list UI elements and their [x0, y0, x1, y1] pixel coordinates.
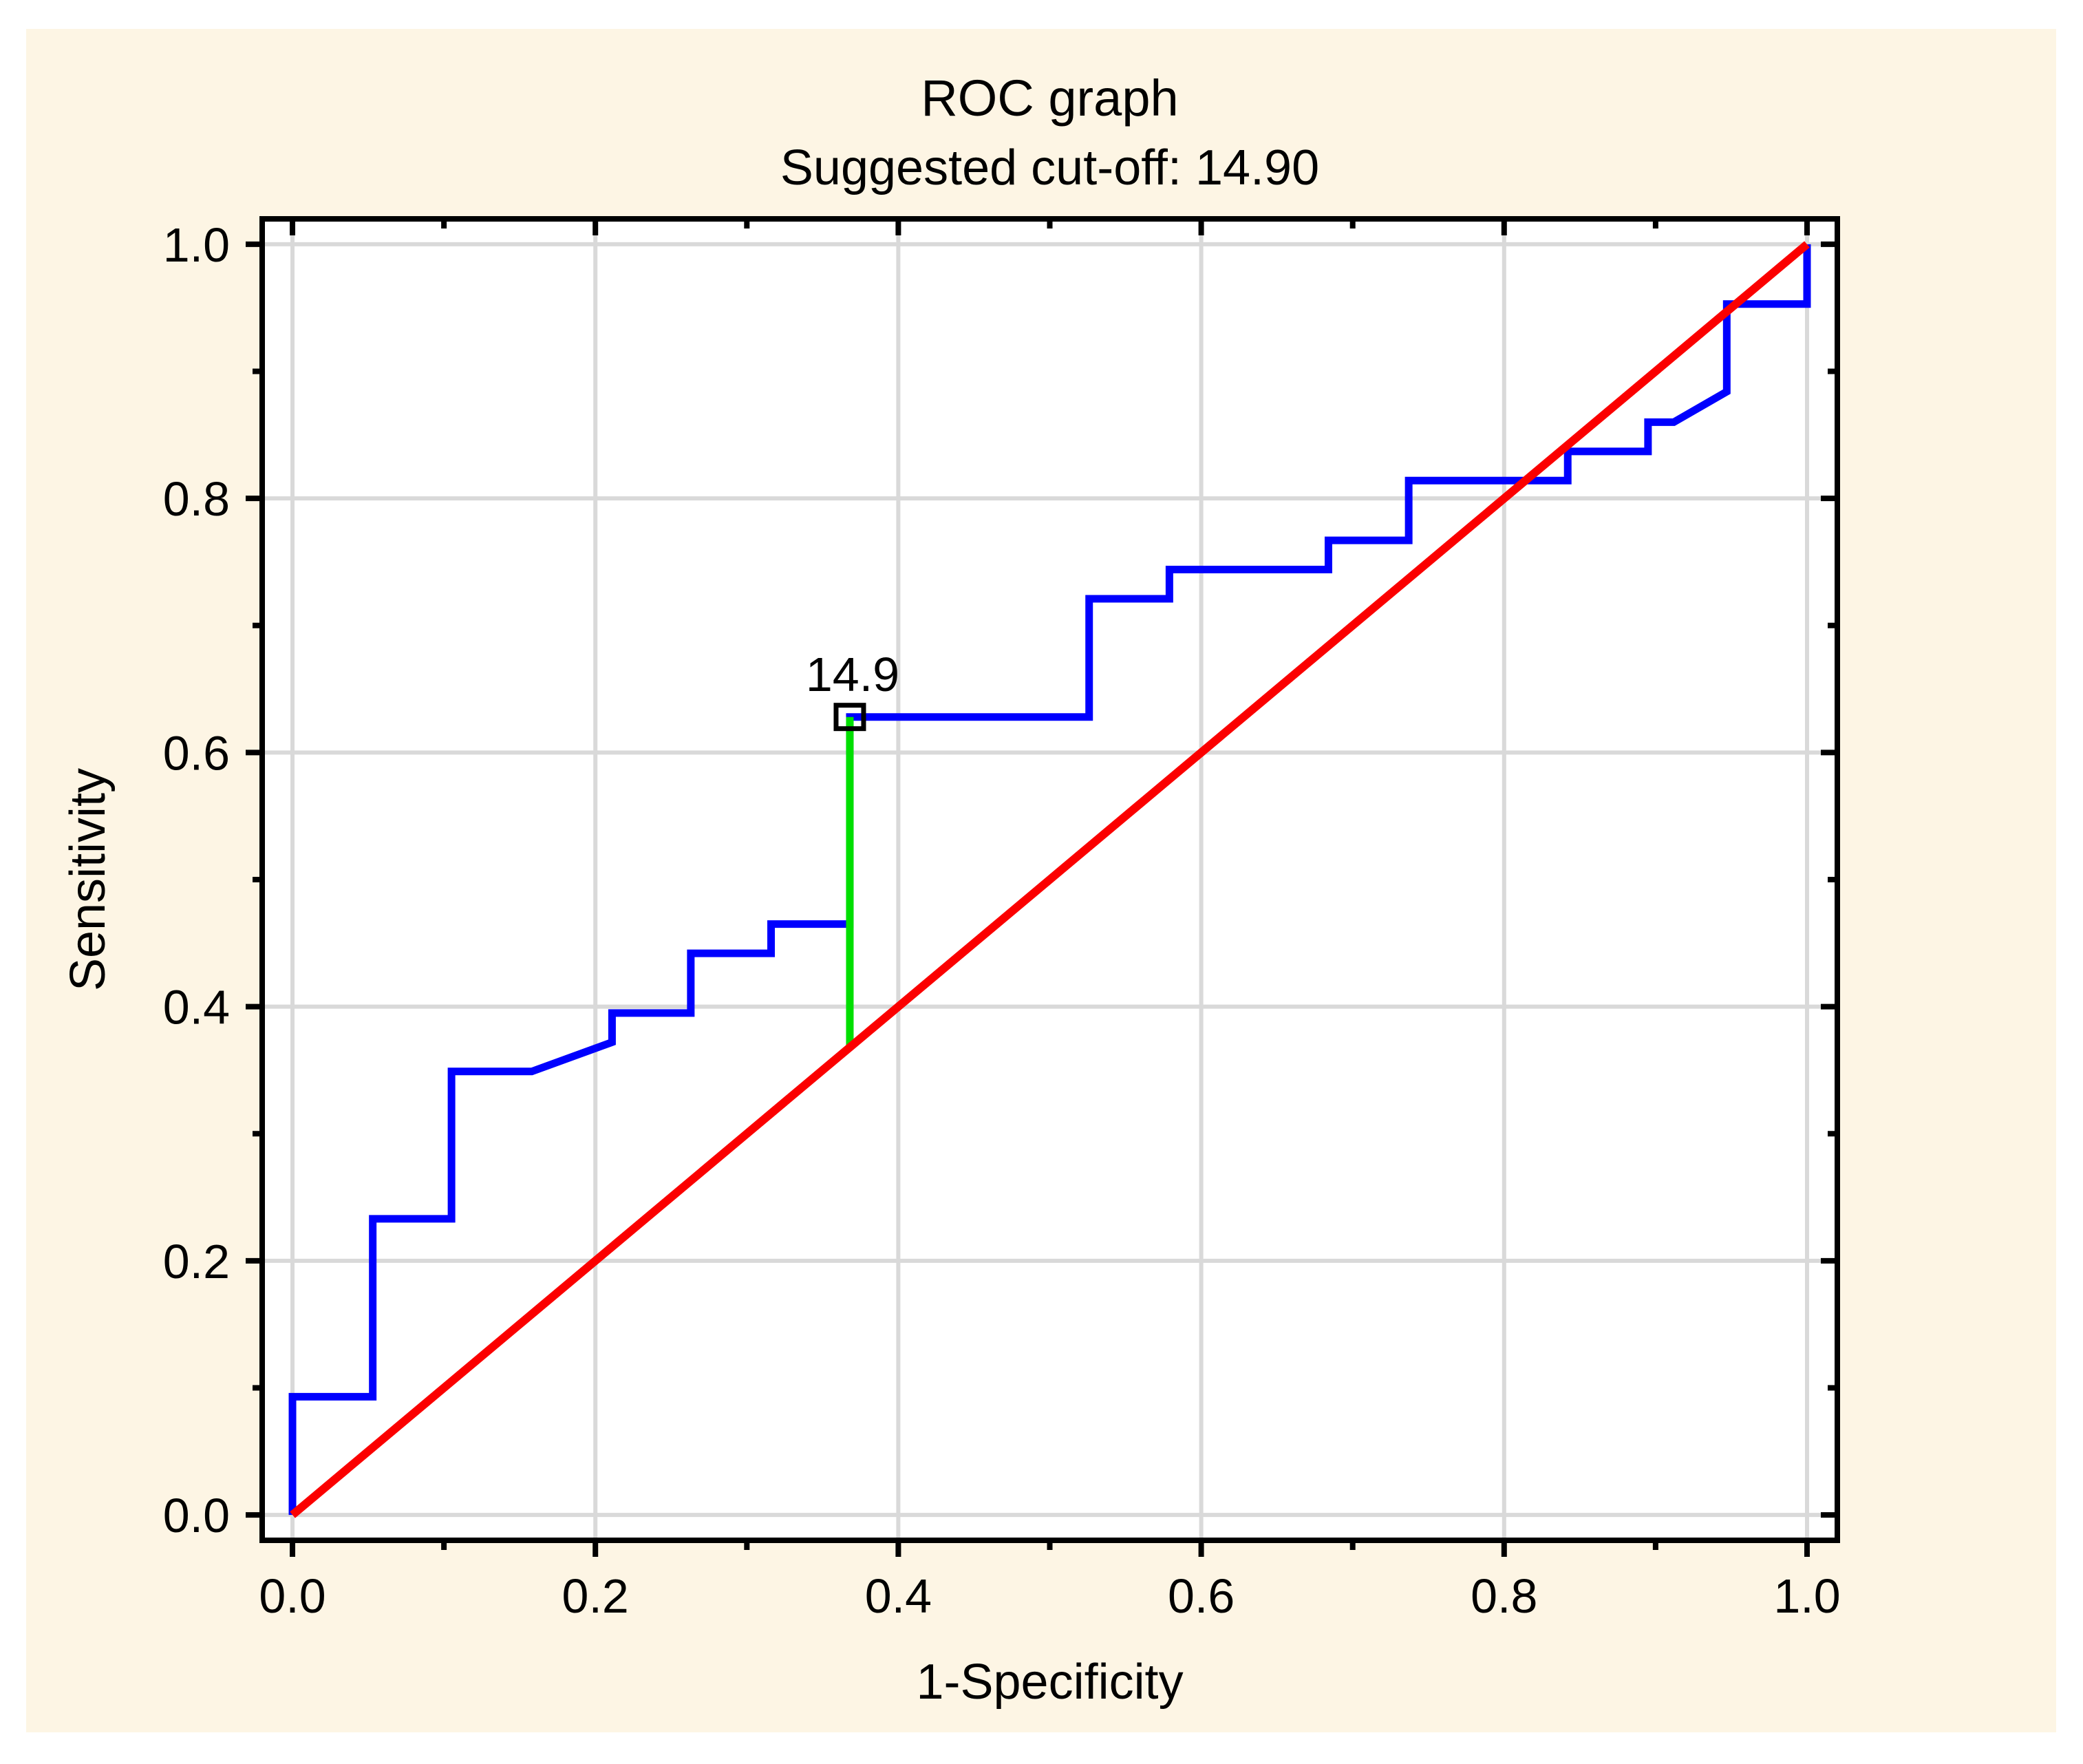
x-tick-label: 0.4	[865, 1569, 932, 1623]
y-tick-label: 0.0	[163, 1489, 230, 1542]
y-tick-label: 1.0	[163, 218, 230, 272]
x-tick-label: 1.0	[1773, 1569, 1840, 1623]
x-tick-label: 0.6	[1168, 1569, 1235, 1623]
cutoff-value-label: 14.9	[805, 647, 900, 701]
y-tick-label: 0.4	[163, 981, 230, 1034]
chance-diagonal	[290, 241, 1810, 1518]
cutoff-marker	[833, 703, 866, 732]
y-tick-label: 0.2	[163, 1235, 230, 1288]
roc-curve	[288, 244, 1811, 1516]
chart-subtitle: Suggested cut-off: 14.90	[780, 140, 1320, 195]
y-axis-label: Sensitivity	[61, 767, 116, 992]
x-tick-label: 0.0	[259, 1569, 325, 1623]
x-tick-label: 0.8	[1471, 1569, 1537, 1623]
y-tick-label: 0.6	[163, 726, 230, 780]
x-tick-label: 0.2	[562, 1569, 629, 1623]
x-axis-label: 1-Specificity	[916, 1655, 1184, 1710]
chart-title: ROC graph	[921, 70, 1179, 127]
y-tick-label: 0.8	[163, 472, 230, 526]
